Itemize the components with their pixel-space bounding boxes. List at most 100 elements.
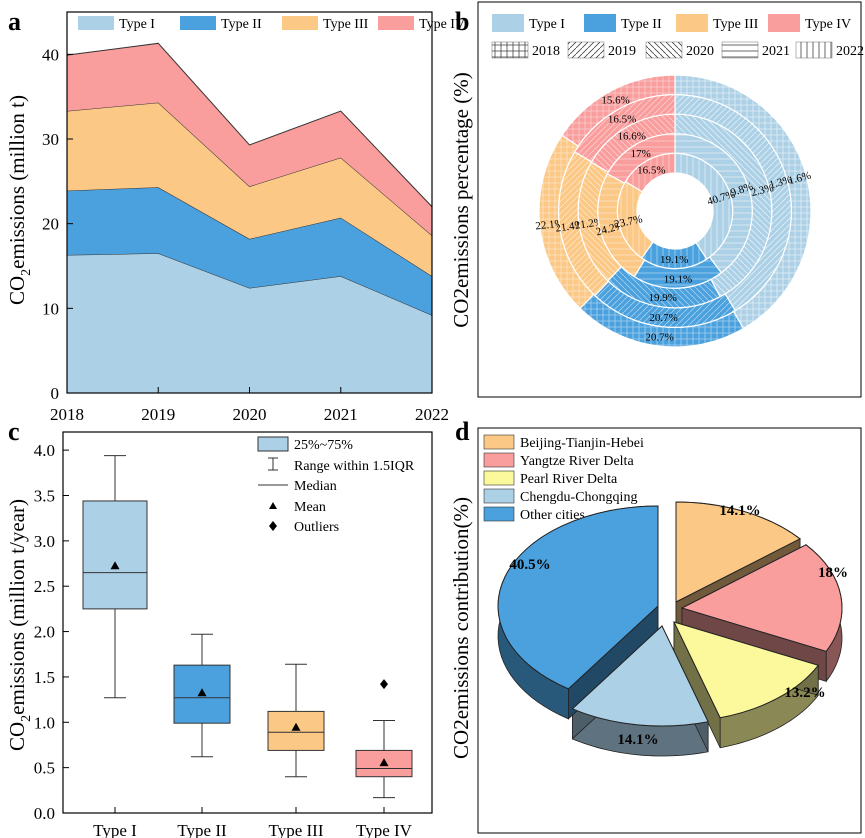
legend-swatch-3: [676, 14, 708, 32]
legend-swatch-3: [282, 16, 318, 30]
panel-a-y-axis-title: CO2emissions (million t): [5, 95, 34, 305]
area-series-3: [67, 102, 432, 277]
ring-segment-hatch: [617, 181, 654, 259]
ring-segment-hatch: [607, 133, 675, 184]
panel-c-y-axis-title: CO2emissions (million t/year): [5, 499, 34, 751]
mean-marker: [379, 758, 389, 767]
panel-b-letter: b: [455, 7, 469, 36]
ring-value-label: 19.1%: [660, 254, 688, 266]
ring-segment-hatch: [591, 114, 675, 173]
ring-value-label: 21.4%: [555, 219, 585, 235]
y-tick-label: 2.0: [34, 623, 55, 642]
legend-label: Type IV: [419, 17, 465, 32]
outlier-marker: [380, 679, 388, 690]
ring-segment-hatch: [675, 153, 733, 260]
year-legend-label: 2022: [836, 44, 864, 59]
pie-value-label: 18%: [818, 565, 848, 581]
legend-label: Type II: [221, 17, 262, 32]
legend-label: Pearl River Delta: [520, 472, 618, 487]
y-tick-label: 4.0: [34, 441, 55, 460]
legend-mean-marker: [269, 502, 277, 509]
pie-slice-top: [497, 505, 659, 690]
y-tick-label: 20: [42, 215, 59, 234]
legend-swatch-1: [492, 14, 524, 32]
panel-c-y-title-rest: emissions (million t/year): [5, 499, 29, 715]
x-tick-label: Type IV: [356, 821, 413, 838]
year-legend-label: 2021: [762, 44, 790, 59]
mean-marker: [291, 722, 301, 731]
legend-label: Outliers: [294, 520, 339, 535]
ring-value-label: 15.6%: [601, 95, 629, 107]
pie-slice-top: [680, 544, 843, 652]
ring-segment-hatch: [562, 75, 675, 147]
legend-label: Beijing-Tianjin-Hebei: [520, 436, 644, 451]
ring-segment-hatch: [580, 294, 744, 347]
x-tick-label: Type III: [269, 821, 324, 838]
legend-label: Type II: [621, 17, 662, 32]
area-series-1: [67, 253, 432, 393]
ring-segment-hatch: [538, 135, 594, 309]
y-tick-label: 0: [51, 384, 60, 403]
ring-segment-hatch: [675, 133, 753, 273]
ring-segment-hatch: [607, 266, 721, 308]
panel-d-y-axis-title: CO2emissions contribution(%): [449, 497, 473, 759]
pie-slice-top: [675, 501, 801, 603]
legend-label: 25%~75%: [294, 438, 353, 453]
ring-segment-hatch: [594, 281, 736, 328]
panel-a-area-chart: 0 10 20 30 40 2018 2019 2020 2021 2022 Type I Type …: [42, 11, 465, 424]
legend-label: Yangtze River Delta: [520, 454, 634, 469]
legend-label: Type III: [323, 17, 369, 32]
mean-marker: [197, 688, 207, 697]
panel-d-3d-pie: Beijing-Tianjin-Hebei Yangtze River Delta…: [483, 434, 848, 757]
ring-value-label: 16.6%: [617, 131, 645, 143]
panel-a-y-title-sub: 2: [19, 269, 34, 276]
year-legend-hatch: [646, 42, 682, 58]
panel-c-letter: c: [8, 417, 20, 446]
panel-b-ring-chart: Type I Type II Type III Type IV 2018 2019 2020…: [491, 14, 864, 348]
legend-swatch-5: [483, 506, 515, 522]
y-tick-label: 1.5: [34, 668, 55, 687]
box-iqr: [267, 710, 325, 751]
year-legend-label: 2018: [532, 44, 560, 59]
legend-label: Chengdu-Chongqing: [520, 490, 637, 505]
ring-value-label: 21.2%: [574, 216, 604, 232]
y-tick-label: 1.0: [34, 713, 55, 732]
ring-value-label: 22.1%: [535, 218, 565, 233]
box-iqr: [82, 500, 148, 610]
area-series-4: [67, 43, 432, 236]
ring-segment-hatch: [634, 257, 722, 289]
ring-value-label: 23.7%: [613, 213, 643, 231]
ring-segment-hatch: [578, 162, 622, 281]
ring-value-label: 17%: [631, 148, 651, 160]
legend-swatch-2: [584, 14, 616, 32]
legend-box-swatch: [257, 436, 289, 452]
panel-d-frame: [477, 427, 862, 834]
panel-b-frame: [477, 1, 862, 398]
panel-c-y-title-sub: 2: [19, 715, 34, 722]
legend-swatch-3: [483, 470, 515, 486]
pie-value-label: 40.5%: [509, 557, 550, 573]
legend-swatch-4: [768, 14, 800, 32]
legend-label: Type III: [713, 17, 759, 32]
legend-label: Range within 1.5IQR: [294, 459, 415, 474]
panel-a-y-title-main: CO: [5, 276, 29, 305]
legend-label: Type IV: [805, 17, 851, 32]
pie-value-label: 13.2%: [784, 685, 825, 701]
x-tick-label: Type I: [93, 821, 137, 838]
area-series-2: [67, 187, 432, 316]
panel-a-letter: a: [8, 7, 21, 36]
legend-label: Mean: [294, 500, 326, 515]
legend-swatch-1: [78, 16, 114, 30]
legend-label: Median: [294, 479, 337, 494]
ring-segment-hatch: [574, 94, 675, 162]
legend-swatch-2: [483, 452, 515, 468]
panel-d-letter: d: [455, 417, 470, 446]
x-tick-label: 2021: [324, 405, 358, 424]
panel-a-y-title-rest: emissions (million t): [5, 95, 29, 269]
legend-swatch-2: [180, 16, 216, 30]
pie-slice-top: [673, 621, 820, 719]
ring-value-label: 16.5%: [637, 164, 665, 176]
x-tick-label: 2020: [233, 405, 267, 424]
pie-value-label: 14.1%: [719, 503, 760, 519]
